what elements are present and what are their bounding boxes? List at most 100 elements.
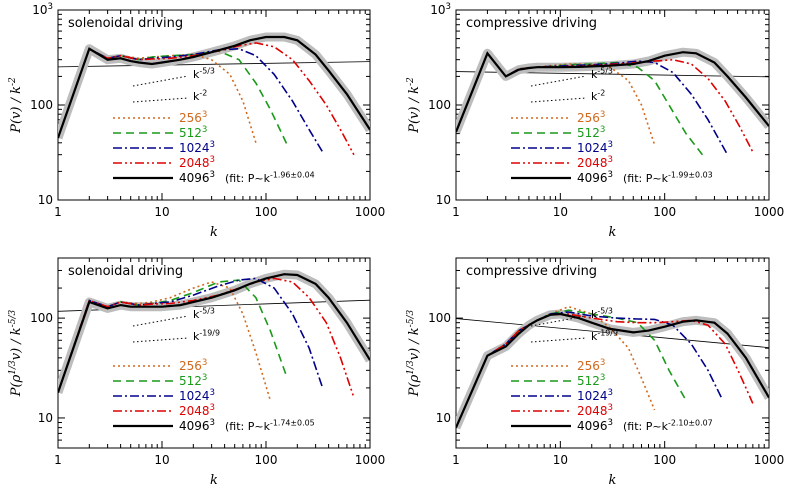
- series-512: [456, 309, 687, 428]
- y-axis-label: P(v) / k-2​: [8, 77, 24, 134]
- x-axis: 1 10 100 1000: [452, 10, 784, 219]
- series-4096: [456, 51, 769, 133]
- series-1024: [58, 47, 324, 153]
- legend-label: 5123: [577, 125, 605, 140]
- plot-area: [58, 32, 370, 156]
- legend-label: 10243: [179, 140, 215, 155]
- y-axis-label: P(ρ1/3​v) / k-5/3​: [406, 310, 422, 398]
- legend-label: 10243: [577, 140, 613, 155]
- slope-label: k-2: [193, 89, 207, 103]
- y-axis-label: P(ρ1/3​v) / k-5/3​: [8, 310, 24, 398]
- legend-label: 5123: [179, 373, 207, 388]
- x-tick-label: 1: [54, 453, 62, 467]
- x-tick-label: 1000: [754, 453, 785, 467]
- x-tick-label: 10: [154, 205, 169, 219]
- fit-label: (fit: P~k-1.74±0.05: [225, 419, 315, 433]
- y-tick-label: 100: [428, 311, 451, 325]
- fit-label: (fit: P~k-1.96±0.04: [225, 171, 315, 185]
- y-tick-label: 10: [38, 193, 53, 207]
- x-axis-label: k: [609, 473, 617, 488]
- x-tick-label: 1000: [355, 205, 386, 219]
- slope-annotations: k-5/3 k-19/9: [530, 307, 618, 343]
- x-tick-label: 100: [255, 453, 278, 467]
- series-2048: [456, 51, 754, 153]
- series-512: [58, 279, 288, 393]
- legend-label: 40963: [179, 418, 215, 433]
- legend-label: 10243: [577, 388, 613, 403]
- y-axis-label: P(v) / k-2​: [406, 77, 422, 134]
- x-tick-label: 1: [54, 205, 62, 219]
- legend-label: 40963: [577, 170, 613, 185]
- legend-label: 20483: [577, 155, 613, 170]
- x-tick-label: 1: [452, 453, 460, 467]
- series-4096: [456, 312, 769, 429]
- slope-label: k-19/9: [591, 329, 618, 343]
- legend-label: 20483: [577, 403, 613, 418]
- legend-label: 2563: [577, 110, 605, 125]
- legend-label: 5123: [577, 373, 605, 388]
- x-axis: 1 10 100 1000: [452, 258, 784, 467]
- y-tick-label: 103: [430, 2, 451, 17]
- x-tick-label: 100: [255, 205, 278, 219]
- slope-label: k-5/3: [591, 67, 613, 81]
- x-tick-label: 1: [452, 205, 460, 219]
- series-1024: [58, 277, 324, 393]
- legend-label: 5123: [179, 125, 207, 140]
- legend-label: 40963: [179, 170, 215, 185]
- y-tick-label: 10: [436, 193, 451, 207]
- y-axis: 10 100: [30, 257, 370, 449]
- slope-annotations: k-5/3 k-19/9: [132, 307, 220, 343]
- x-tick-label: 10: [154, 453, 169, 467]
- x-tick-label: 100: [653, 205, 676, 219]
- slope-label: k-2: [591, 89, 605, 103]
- x-tick-label: 100: [653, 453, 676, 467]
- plot-area: [456, 47, 769, 156]
- slope-annotations: k-5/3 k-2: [132, 67, 215, 103]
- panel-title: compressive driving: [466, 264, 597, 279]
- plot-frame: [455, 257, 770, 449]
- legend-label: 20483: [179, 155, 215, 170]
- slope-label: k-5/3: [193, 67, 215, 81]
- x-tick-label: 10: [553, 453, 568, 467]
- series-512: [58, 47, 288, 146]
- x-axis-label: k: [210, 225, 218, 240]
- legend-label: 40963: [577, 418, 613, 433]
- legend-label: 2563: [577, 358, 605, 373]
- x-tick-label: 1000: [355, 453, 386, 467]
- x-tick-label: 10: [553, 205, 568, 219]
- x-axis-label: k: [609, 225, 617, 240]
- panel-3: 1 10 100 1000 k 10 100 P(ρ1/3​v) / k-5/3​ soleno…: [8, 257, 385, 488]
- x-axis: 1 10 100 1000: [54, 10, 385, 219]
- slope-label: k-19/9: [193, 329, 220, 343]
- panel-title: solenoidal driving: [68, 264, 183, 279]
- panel-4: 1 10 100 1000 k 10 100 P(ρ1/3​v) / k-5/3​ compre…: [406, 257, 784, 488]
- y-tick-label: 10: [38, 411, 53, 425]
- slope-label: k-5/3: [193, 307, 215, 321]
- legend-label: 20483: [179, 403, 215, 418]
- y-axis: 10 100 103: [30, 2, 370, 207]
- y-tick-label: 100: [30, 311, 53, 325]
- x-axis: 1 10 100 1000: [54, 258, 385, 467]
- y-tick-label: 10: [436, 411, 451, 425]
- plot-area: [456, 305, 769, 430]
- x-tick-label: 1000: [754, 205, 785, 219]
- series-4096: [58, 273, 370, 393]
- legend-label: 2563: [179, 110, 207, 125]
- y-tick-label: 100: [30, 98, 53, 112]
- y-tick-label: 103: [32, 2, 53, 17]
- slope-annotations: k-5/3 k-2: [530, 67, 613, 103]
- fit-label: (fit: P~k-2.10±0.07: [623, 419, 713, 433]
- legend-label: 2563: [179, 358, 207, 373]
- series-4096: [58, 35, 370, 139]
- plot-area: [58, 269, 370, 401]
- fit-label: (fit: P~k-1.99±0.03: [623, 171, 713, 185]
- panel-title: solenoidal driving: [68, 16, 183, 31]
- y-tick-label: 100: [428, 98, 451, 112]
- slope-label: k-5/3: [591, 307, 613, 321]
